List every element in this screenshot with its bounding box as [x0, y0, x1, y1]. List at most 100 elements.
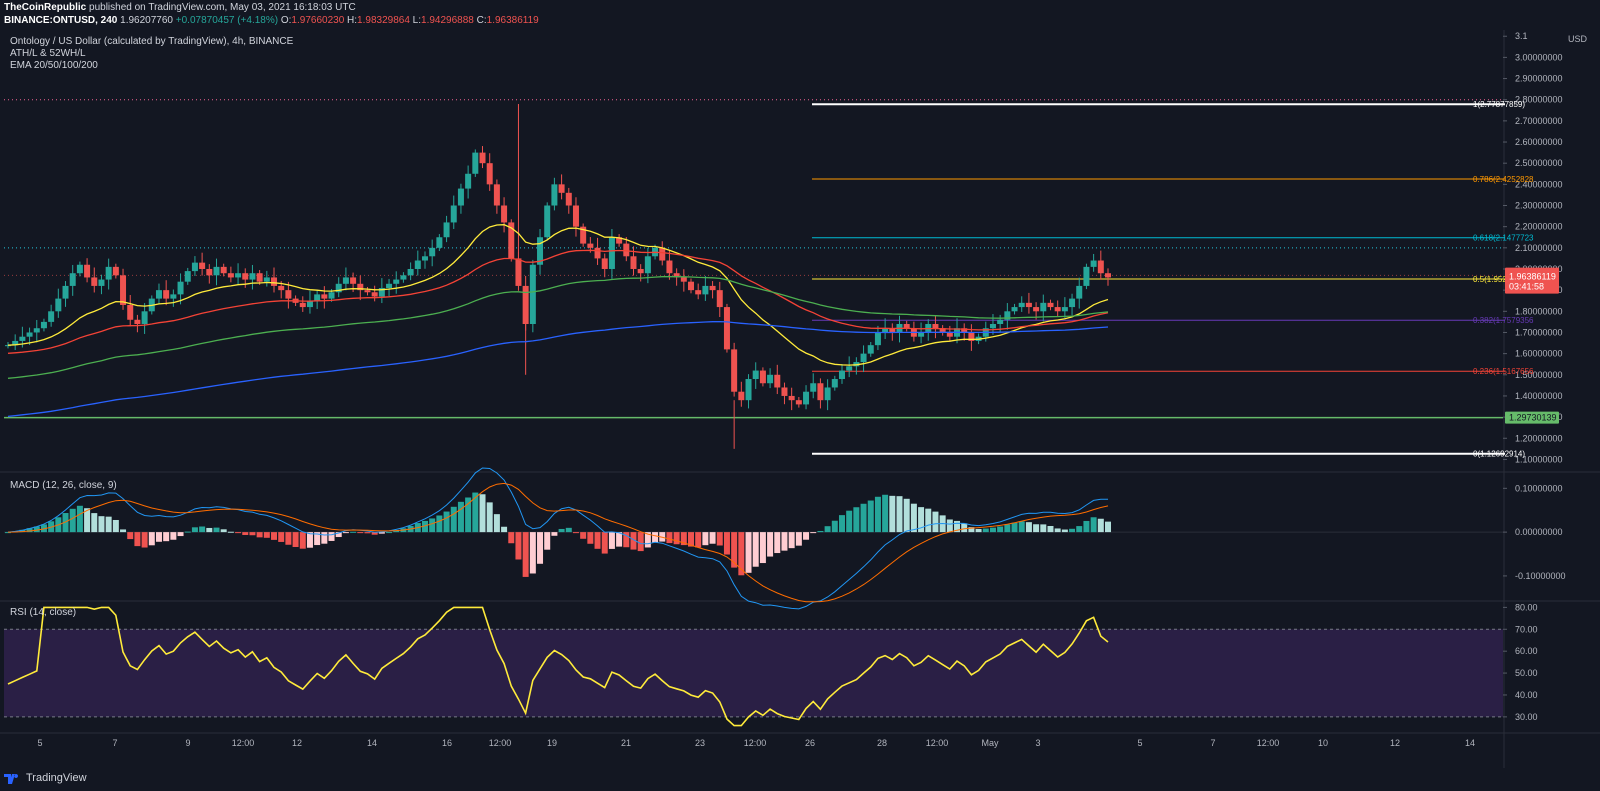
macd-hist-bar: [860, 503, 867, 533]
publish-info: published on TradingView.com, May 03, 20…: [89, 2, 356, 13]
candle-body: [989, 324, 996, 329]
x-tick-label: 12:00: [232, 738, 255, 748]
candle-body: [594, 247, 601, 259]
macd-hist-bar: [184, 531, 191, 533]
macd-hist-bar: [457, 501, 464, 533]
candle-body: [752, 370, 759, 380]
macd-hist-bar: [723, 532, 730, 555]
candle-body: [1083, 266, 1090, 286]
macd-hist-bar: [745, 532, 752, 573]
candle-body: [759, 370, 766, 384]
macd-hist-bar: [127, 532, 134, 540]
candle-body: [1061, 307, 1068, 312]
close-label: C:: [476, 15, 487, 26]
candle-body: [817, 383, 824, 401]
macd-hist-bar: [62, 513, 69, 533]
candle-body: [407, 268, 414, 276]
macd-hist-bar: [925, 508, 932, 533]
candle-body: [120, 275, 127, 305]
macd-hist-bar: [1033, 524, 1040, 533]
high-value: 1.98329864: [357, 15, 410, 26]
support-badge-value: 1.29730139: [1509, 413, 1557, 423]
macd-hist-bar: [40, 524, 47, 533]
macd-tick-label: -0.10000000: [1515, 571, 1566, 581]
macd-hist-bar: [199, 526, 206, 533]
y-tick-label: 2.50000000: [1515, 158, 1563, 168]
candle-body: [256, 273, 263, 282]
high-label: H:: [347, 15, 358, 26]
macd-hist-bar: [76, 505, 83, 533]
candle-body: [350, 277, 357, 284]
macd-hist-bar: [522, 532, 529, 577]
candle-body: [1033, 307, 1040, 312]
rsi-tick-label: 80.00: [1515, 602, 1538, 612]
candle-body: [285, 290, 292, 299]
publisher-name[interactable]: TheCoinRepublic: [4, 2, 87, 13]
candle-body: [227, 273, 234, 278]
chart-canvas[interactable]: 3.1 3.00000000 2.90000000 2.80000000 2.70000…: [0, 0, 1600, 768]
macd-hist-bar: [767, 532, 774, 557]
macd-hist-bar: [515, 532, 522, 560]
macd-hist-bar: [803, 532, 810, 540]
candle-body: [1069, 298, 1076, 308]
candle-body: [472, 152, 479, 174]
candle-body: [795, 400, 802, 405]
macd-hist-bar: [141, 532, 148, 548]
candle-body: [184, 271, 191, 282]
macd-hist-bar: [810, 532, 817, 534]
macd-hist-bar: [774, 532, 781, 554]
macd-hist-bar: [946, 519, 953, 533]
low-value: 1.94296888: [421, 15, 474, 26]
candle-body: [19, 336, 26, 341]
y-tick-label: 2.90000000: [1515, 74, 1563, 84]
footer: TradingView: [0, 768, 1600, 791]
candle-body: [98, 279, 105, 286]
candle-body: [314, 294, 321, 301]
x-tick-label: 14: [1465, 738, 1475, 748]
macd-hist-bar: [630, 532, 637, 550]
macd-hist-bar: [644, 532, 651, 548]
macd-hist-bar: [342, 532, 349, 534]
x-tick-label: 12:00: [1257, 738, 1280, 748]
x-tick-label: 21: [621, 738, 631, 748]
candle-body: [1090, 260, 1097, 267]
macd-hist-bar: [299, 532, 306, 549]
macd-hist-bar: [508, 532, 515, 544]
fib-label-1: 1(2.77877859): [1473, 100, 1525, 109]
candle-body: [242, 273, 249, 280]
macd-hist-bar: [328, 532, 335, 541]
x-tick-label: 14: [367, 738, 377, 748]
change: +0.07870457 (+4.18%): [175, 15, 279, 26]
macd-hist-bar: [501, 526, 508, 533]
candle-body: [731, 349, 738, 392]
candle-body: [386, 283, 393, 289]
macd-hist-bar: [961, 523, 968, 533]
candle-body: [997, 319, 1004, 324]
macd-hist-bar: [1061, 529, 1068, 533]
macd-tick-label: 0.10000000: [1515, 483, 1563, 493]
macd-hist-bar: [853, 507, 860, 533]
macd-hist-bar: [357, 532, 364, 534]
candle-body: [69, 273, 76, 286]
macd-hist-bar: [688, 532, 695, 547]
macd-hist-bar: [882, 494, 889, 533]
ema-100-line: [7, 276, 1109, 379]
publish-line: TheCoinRepublic published on TradingView…: [4, 2, 356, 13]
y-tick-label: 1.80000000: [1515, 306, 1563, 316]
macd-hist-bar: [695, 532, 702, 548]
candle-body: [328, 292, 335, 299]
macd-hist-bar: [594, 532, 601, 549]
macd-hist-bar: [386, 532, 393, 534]
macd-hist-bar: [155, 532, 162, 542]
open-value: 1.97660230: [291, 15, 345, 26]
ohlc-line: BINANCE:ONTUSD, 240 1.96207760 +0.078704…: [4, 15, 539, 26]
candle-body: [860, 353, 867, 363]
candle-body: [738, 391, 745, 401]
candle-body: [723, 307, 730, 350]
macd-hist-bar: [105, 516, 112, 533]
tradingview-brand[interactable]: TradingView: [4, 772, 87, 784]
macd-hist-bar: [838, 515, 845, 533]
price-badge-value: 1.96386119: [1509, 272, 1556, 282]
candle-body: [659, 247, 666, 261]
candle-body: [271, 277, 278, 286]
